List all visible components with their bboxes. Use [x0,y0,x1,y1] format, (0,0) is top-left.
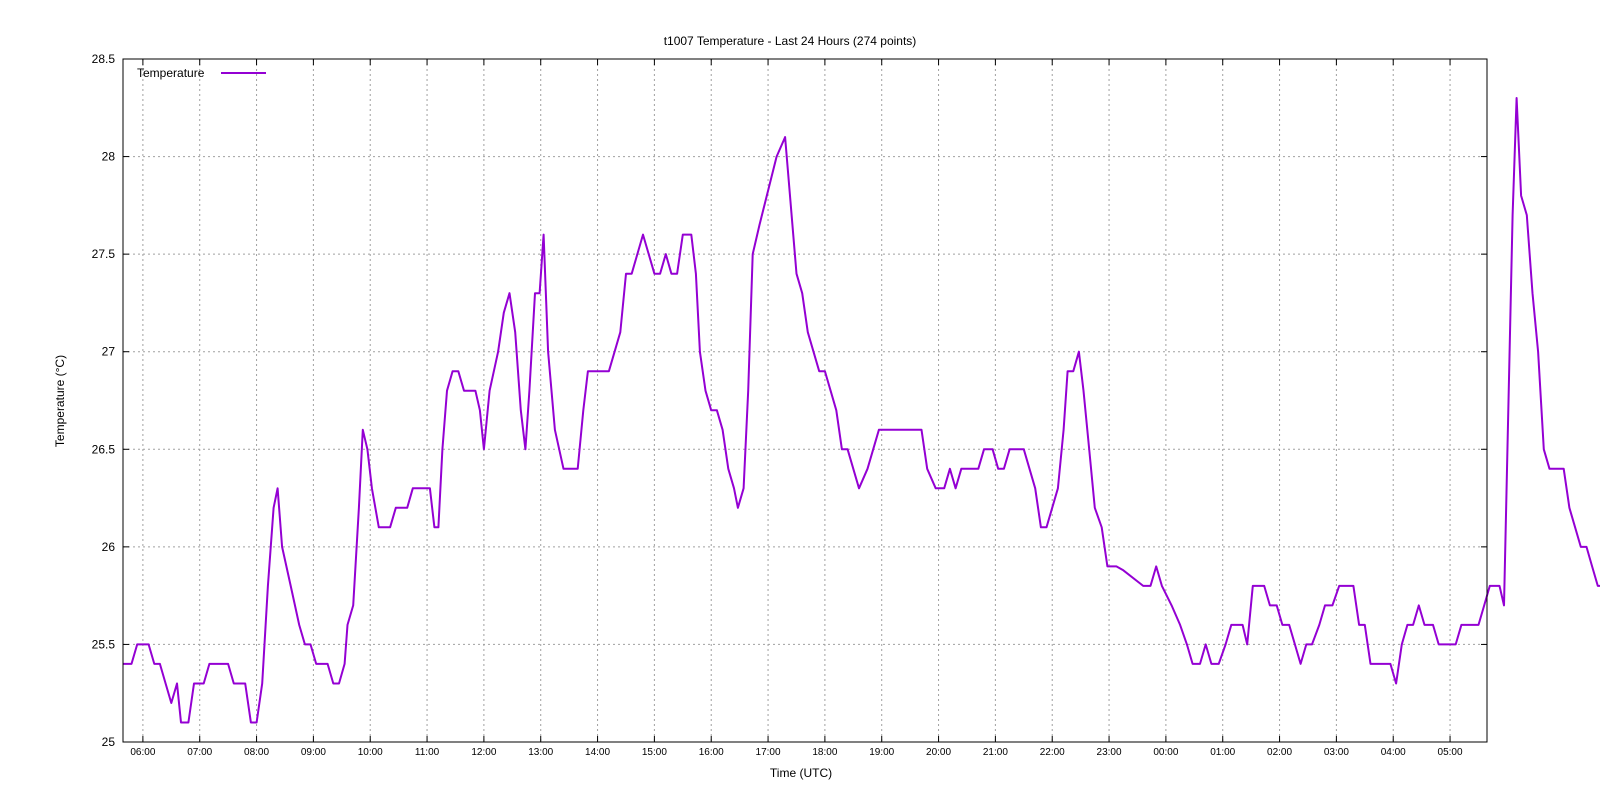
x-tick-label: 14:00 [585,747,610,758]
x-tick-label: 03:00 [1324,747,1349,758]
temperature-line [123,97,1600,724]
x-tick-label: 16:00 [699,747,724,758]
y-tick-label: 26.5 [92,442,116,456]
y-tick-label: 26 [102,540,116,554]
legend: Temperature [137,66,266,80]
y-tick-label: 27.5 [92,247,116,261]
x-tick-label: 21:00 [983,747,1008,758]
x-tick-label: 17:00 [756,747,781,758]
y-tick-label: 28.5 [92,52,116,66]
x-tick-label: 08:00 [244,747,269,758]
x-tick-label: 23:00 [1097,747,1122,758]
y-tick-label: 28 [102,150,116,164]
y-tick-label: 27 [102,345,116,359]
x-tick-label: 15:00 [642,747,667,758]
x-tick-label: 06:00 [130,747,155,758]
y-axis-label: Temperature (°C) [53,355,67,447]
y-tick-label: 25.5 [92,637,116,651]
x-tick-label: 18:00 [812,747,837,758]
x-tick-label: 05:00 [1438,747,1463,758]
x-tick-label: 11:00 [415,747,440,758]
x-tick-label: 13:00 [528,747,553,758]
grid [123,59,1487,742]
x-tick-label: 22:00 [1040,747,1065,758]
plot-frame [122,58,1488,743]
x-axis-label: Time (UTC) [770,766,832,780]
series-layer [123,97,1600,724]
chart-title: t1007 Temperature - Last 24 Hours (274 p… [664,34,917,48]
x-tick-label: 04:00 [1381,747,1406,758]
x-tick-label: 01:00 [1210,747,1235,758]
x-tick-label: 12:00 [471,747,496,758]
y-tick-label: 25 [102,735,116,749]
legend-label: Temperature [137,66,205,80]
x-tick-label: 19:00 [869,747,894,758]
x-tick-label: 20:00 [926,747,951,758]
axis-ticks: 25 25.5 26 26.5 27 27.5 28 28.5 06:00 07:00 08:00 0… [92,52,1487,758]
x-tick-label: 07:00 [187,747,212,758]
x-tick-label: 00:00 [1153,747,1178,758]
x-tick-label: 09:00 [301,747,326,758]
x-tick-label: 10:00 [358,747,383,758]
x-tick-label: 02:00 [1267,747,1292,758]
